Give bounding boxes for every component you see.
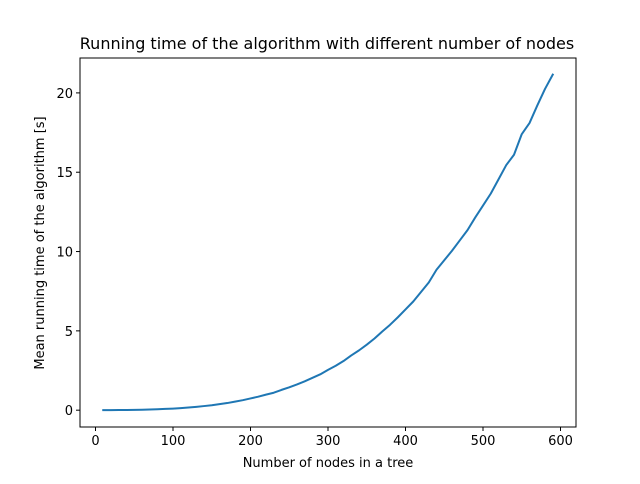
x-tick-label: 0 [91, 434, 99, 449]
axes-spines [79, 57, 577, 428]
x-tick-label: 400 [393, 434, 418, 449]
x-tick-label: 200 [238, 434, 263, 449]
y-tick-label: 0 [65, 404, 73, 419]
chart-title: Running time of the algorithm with diffe… [80, 34, 574, 53]
y-tick-label: 20 [56, 87, 73, 102]
x-tick-label: 300 [316, 434, 341, 449]
y-axis-ticks: 0 5 10 15 20 [56, 87, 80, 419]
plot-area [102, 73, 555, 412]
y-tick-label: 5 [65, 325, 73, 340]
x-tick-label: 600 [548, 434, 573, 449]
x-axis-ticks: 0 100 200 300 400 500 600 [91, 427, 573, 449]
series-line-0 [102, 73, 555, 412]
axes-frame [79, 57, 577, 428]
y-axis-label: Mean running time of the algorithm [s] [33, 116, 48, 369]
x-axis-label: Number of nodes in a tree [243, 456, 414, 471]
x-tick-label: 500 [471, 434, 496, 449]
y-tick-label: 15 [56, 166, 73, 181]
x-tick-label: 100 [161, 434, 186, 449]
y-tick-label: 10 [56, 246, 73, 261]
